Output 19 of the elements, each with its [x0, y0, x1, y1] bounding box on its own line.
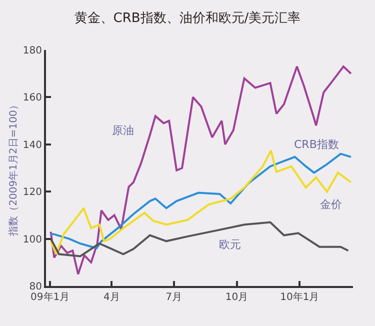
x-tick-label: 7月	[166, 292, 182, 303]
x-tick-label: 10年1月	[280, 291, 320, 303]
y-tick-label: 120	[22, 187, 42, 198]
x-tick-label: 4月	[103, 292, 120, 303]
series-label: 原油	[112, 124, 134, 137]
x-tick-label: 09年1月	[30, 291, 70, 303]
series-label: 金价	[320, 198, 342, 211]
line-series	[50, 66, 352, 276]
line-series	[50, 221, 350, 258]
y-tick-label: 160	[22, 92, 42, 104]
y-tick-label: 100	[22, 234, 42, 246]
x-tick-label: 10月	[225, 292, 248, 303]
y-tick-label: 80	[29, 282, 42, 292]
chart-title: 黄金、CRB指数、油价和欧元/美元汇率	[74, 10, 301, 26]
series-label: 欧元	[219, 238, 241, 251]
y-axis-title: 指数（2009年1月2日=100）	[7, 100, 20, 237]
y-tick-label: 140	[22, 140, 42, 151]
y-tick-label: 180	[22, 46, 42, 56]
series-label: CRB指数	[294, 138, 339, 151]
